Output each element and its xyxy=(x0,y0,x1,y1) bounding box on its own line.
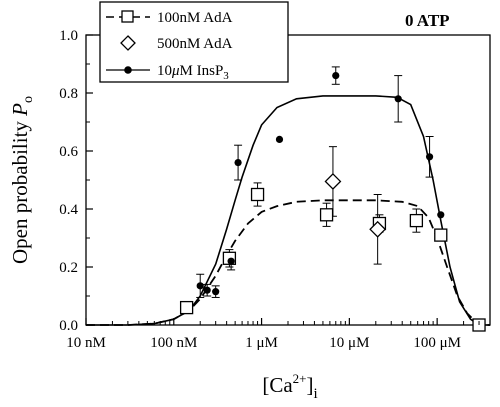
open-square-point xyxy=(179,300,194,315)
filled-circle-point xyxy=(227,257,235,265)
y-tick-label: 0.4 xyxy=(59,202,78,218)
open-diamond-point xyxy=(369,220,387,238)
y-tick-label: 0.8 xyxy=(59,86,78,102)
y-axis-title: Open probability Po xyxy=(8,96,36,264)
legend: 100nM AdA 500nM AdA 10μM InsP3 xyxy=(99,1,289,83)
axis-ticks: 10 nM 100 nM 1 μM 10 μM 100 μM 0.0 0.2 0.4 0.6 0.… xyxy=(59,28,491,351)
x-axis-title: [Ca2+]i xyxy=(262,371,317,402)
x-tick-label: 1 μM xyxy=(245,335,278,351)
y-tick-label: 0.0 xyxy=(59,318,78,334)
x-tick-label: 100 μM xyxy=(413,335,461,351)
fit-curve-dashed xyxy=(86,199,490,326)
legend-open-diamond-marker xyxy=(120,35,136,51)
filled-circle-point xyxy=(394,95,402,103)
filled-circle-point xyxy=(425,153,434,161)
x-tick-label: 10 nM xyxy=(66,335,106,351)
filled-circle-point xyxy=(275,135,284,143)
legend-label-insp3: 10μM InsP3 xyxy=(157,63,229,82)
filled-circle-point xyxy=(234,159,242,167)
legend-entry-insp3: 10μM InsP3 xyxy=(106,63,229,82)
y-tick-label: 0.2 xyxy=(59,260,78,276)
data-markers xyxy=(179,72,486,332)
x-tick-label: 100 nM xyxy=(150,335,197,351)
open-square-point xyxy=(319,208,334,222)
open-diamond-point xyxy=(324,173,342,190)
open-square-point xyxy=(434,228,448,242)
open-square-point xyxy=(409,213,424,228)
fit-curves xyxy=(86,95,490,326)
filled-circle-point xyxy=(437,211,445,219)
filled-circle-point xyxy=(212,288,220,296)
filled-circle-point xyxy=(203,286,211,294)
y-tick-label: 0.6 xyxy=(59,144,78,160)
x-tick-label: 10 μM xyxy=(329,335,369,351)
panel-label: 0 ATP xyxy=(405,11,450,30)
legend-filled-circle-marker xyxy=(124,66,132,74)
filled-circle-point xyxy=(332,72,340,80)
filled-circle-point xyxy=(196,282,204,290)
legend-label-100nm-ada: 100nM AdA xyxy=(157,10,233,26)
legend-label-500nm-ada: 500nM AdA xyxy=(157,36,233,52)
open-square-point xyxy=(250,187,265,202)
y-tick-label: 1.0 xyxy=(59,28,78,44)
legend-open-square-marker xyxy=(121,10,134,23)
legend-entry-100nm-ada: 100nM AdA xyxy=(106,10,233,26)
legend-entry-500nm-ada: 500nM AdA xyxy=(120,35,233,52)
fit-curve-solid xyxy=(86,95,490,326)
